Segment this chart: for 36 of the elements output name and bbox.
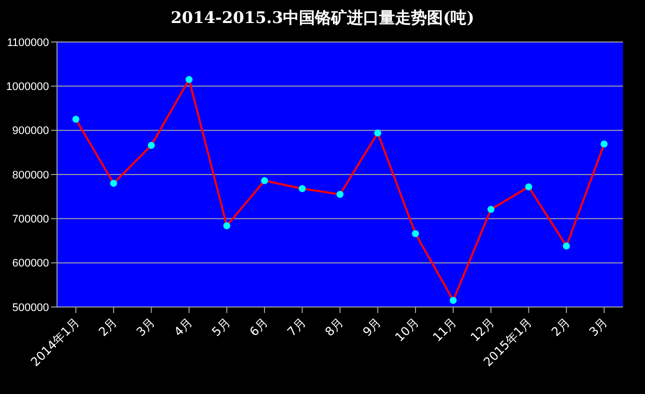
point [72, 116, 80, 123]
point [487, 206, 494, 213]
x-tick-label: 11月 [430, 315, 460, 344]
point [525, 183, 532, 190]
y-tick-label: 1100000 [6, 36, 49, 49]
x-tick-label: 9月 [360, 315, 384, 340]
x-tick-label: 7月 [284, 315, 308, 340]
x-tick-label: 3月 [586, 315, 610, 340]
point [223, 222, 230, 230]
point [374, 129, 382, 136]
point [600, 140, 608, 148]
x-tick-label: 5月 [209, 315, 233, 340]
y-tick-label: 500000 [12, 302, 49, 314]
x-tick-label: 2月 [548, 315, 573, 340]
point [336, 190, 344, 198]
x-tick-label: 4月 [171, 315, 196, 340]
point [298, 185, 306, 192]
point [450, 296, 457, 304]
point [148, 142, 155, 149]
point [110, 180, 118, 187]
x-tick-label: 8月 [322, 315, 346, 340]
chart-title: 2014-2015.3中国铬矿进口量走势图(吨) [170, 8, 476, 29]
x-tick-label: 10月 [392, 315, 422, 344]
y-tick-label: 1000000 [6, 81, 49, 94]
x-tick-label: 6月 [246, 315, 271, 340]
y-tick-label: 700000 [12, 214, 49, 226]
y-tick-label: 800000 [12, 169, 49, 182]
x-tick-label: 2月 [96, 315, 120, 340]
y-tick-label: 600000 [12, 258, 49, 270]
point [186, 76, 193, 84]
x-tick-label: 12月 [468, 315, 498, 344]
x-tick-label: 3月 [134, 315, 158, 340]
point [562, 242, 570, 250]
y-tick-label: 900000 [12, 125, 49, 138]
point [412, 230, 419, 238]
point [261, 177, 268, 184]
